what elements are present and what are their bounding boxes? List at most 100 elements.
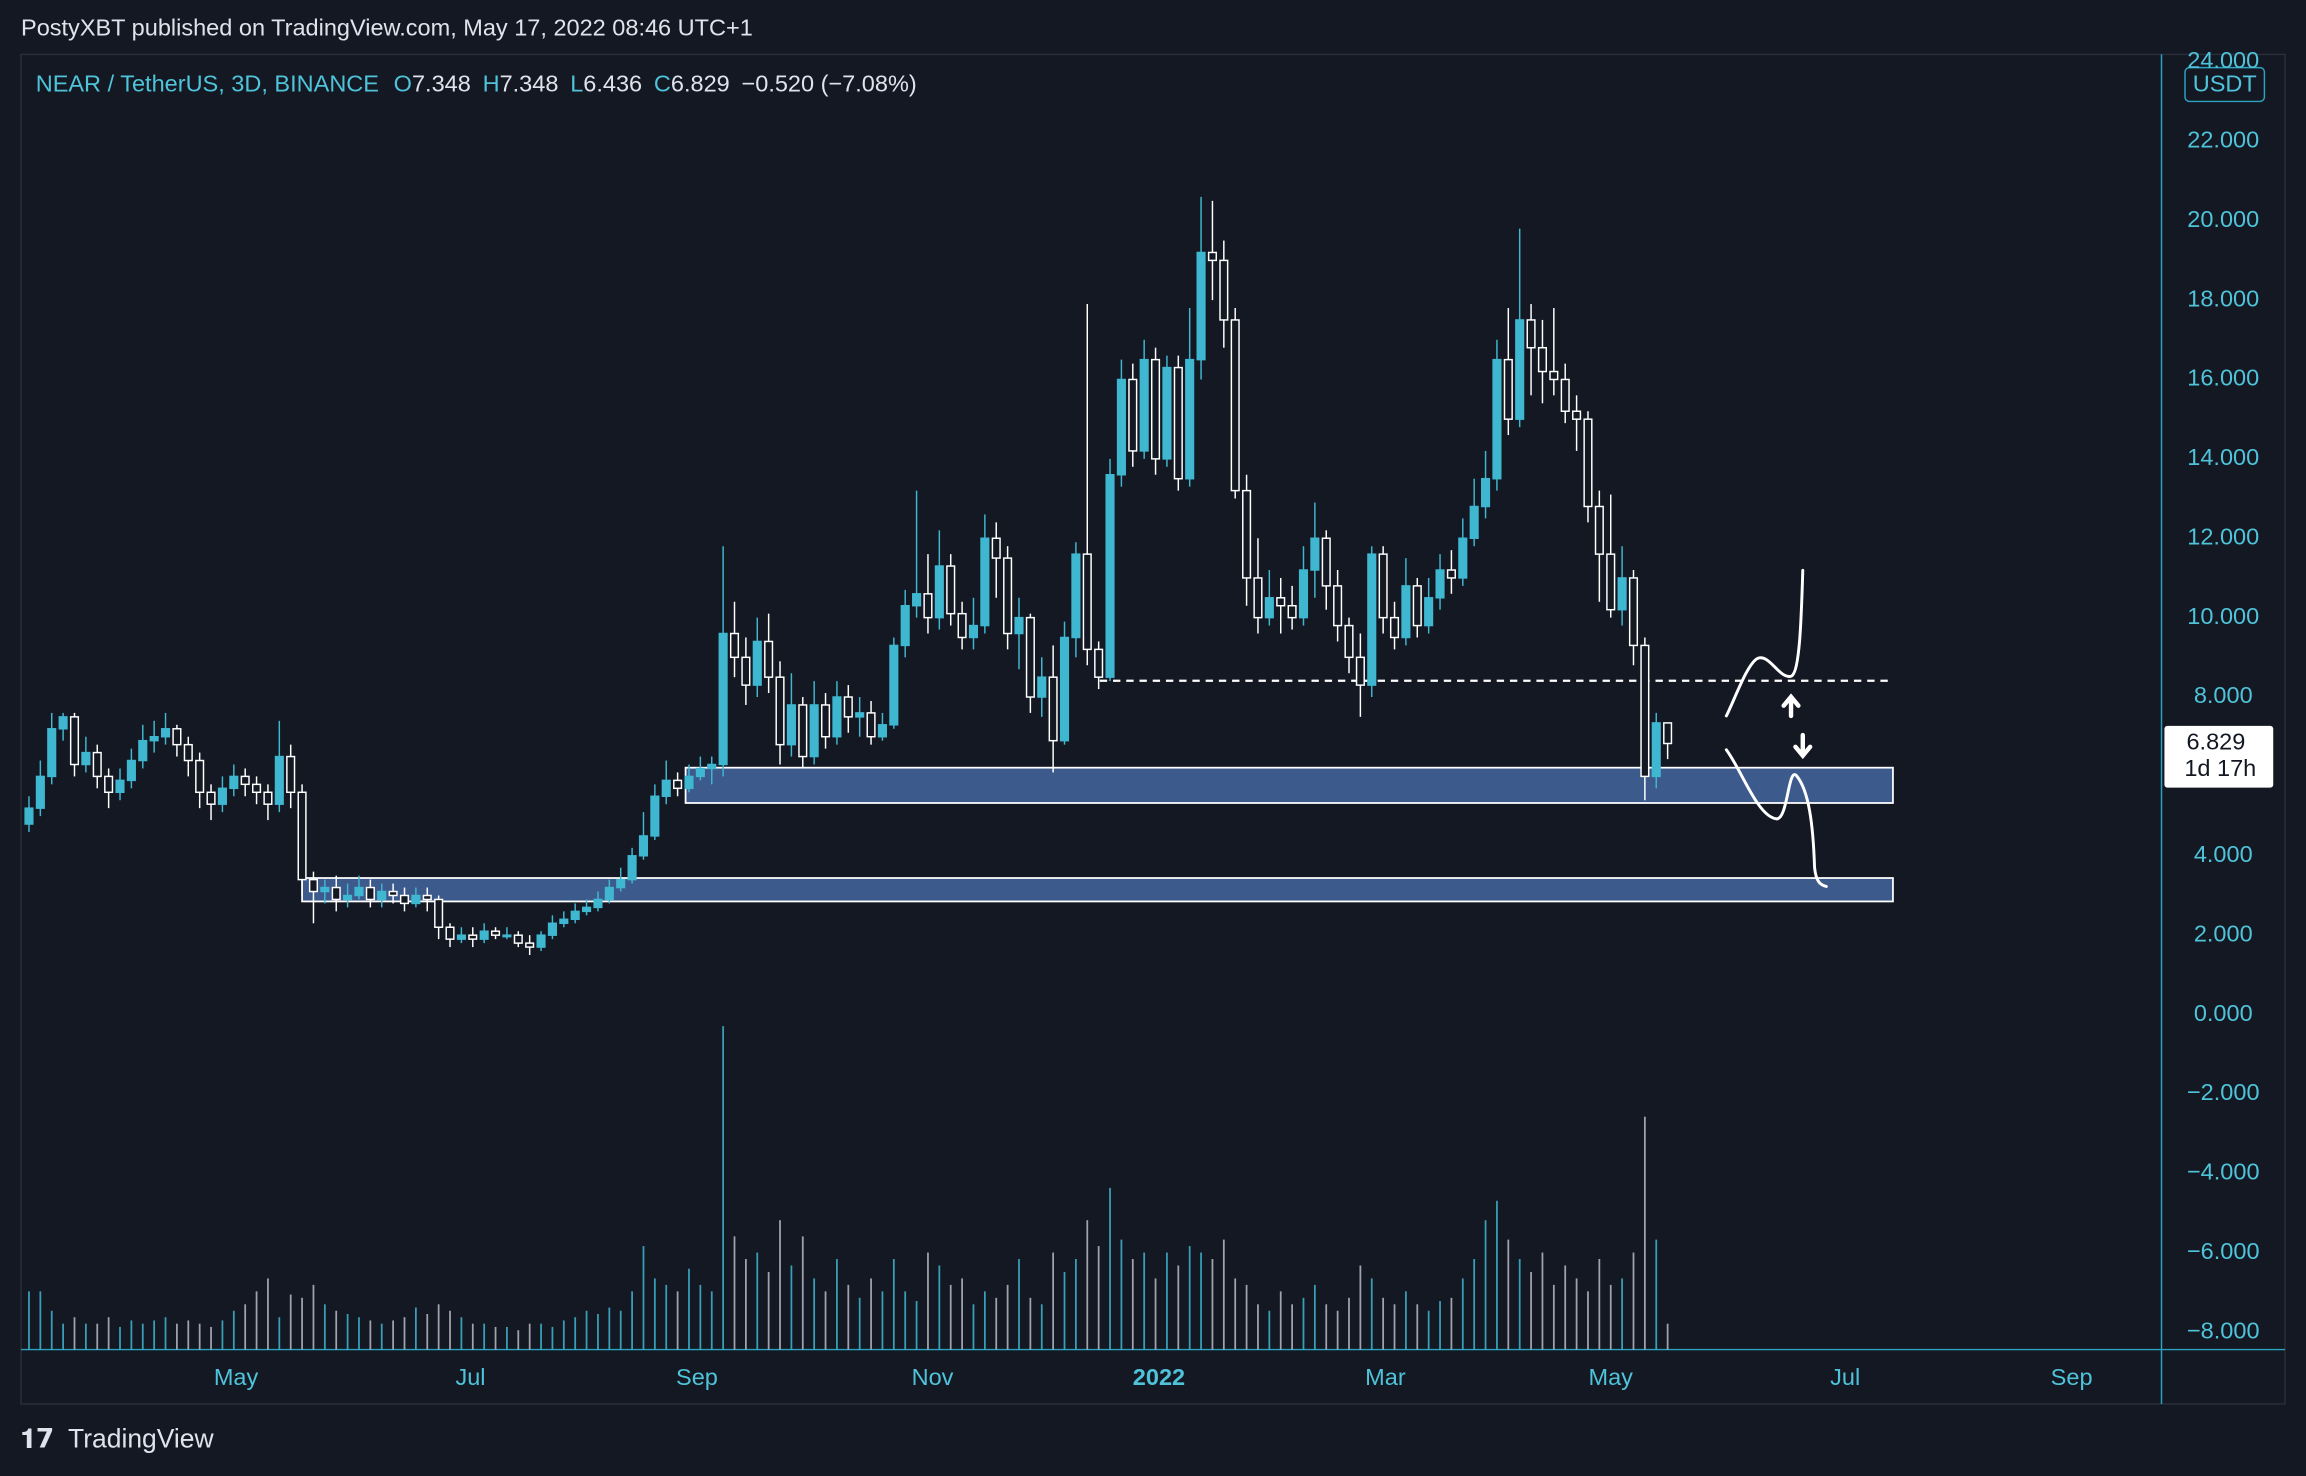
candle-body xyxy=(1344,624,1354,659)
candle-body xyxy=(1185,358,1195,480)
x-tick-label: 2022 xyxy=(1133,1364,1185,1390)
volume-bar xyxy=(380,1323,383,1350)
y-tick-label: −8.000 xyxy=(2187,1317,2260,1343)
volume-bar xyxy=(870,1278,872,1350)
candle-body xyxy=(81,751,91,766)
drawing-path xyxy=(1724,568,1805,718)
volume-bar xyxy=(1109,1187,1111,1350)
candle-body xyxy=(92,751,102,778)
x-tick-label: Sep xyxy=(676,1364,718,1390)
candle-body xyxy=(1651,722,1661,778)
volume-bar xyxy=(119,1326,121,1350)
volume-bar xyxy=(1359,1265,1362,1350)
ohlc-value: 6.436 xyxy=(583,70,642,96)
candle-body xyxy=(661,779,671,797)
candle-body xyxy=(570,910,580,921)
volume-bar xyxy=(847,1284,850,1350)
x-tick-label: May xyxy=(1589,1364,1634,1390)
volume-bar xyxy=(1177,1265,1180,1350)
volume-bar xyxy=(1473,1259,1476,1350)
candle-body xyxy=(1446,569,1456,579)
volume-bar xyxy=(278,1317,281,1350)
volume-bar xyxy=(426,1313,429,1350)
candle-body xyxy=(1230,319,1240,492)
volume-bar xyxy=(1621,1278,1623,1350)
candle-body xyxy=(513,934,523,944)
candle-body xyxy=(320,886,330,893)
candle-body xyxy=(809,704,819,758)
candle-body xyxy=(1128,378,1138,452)
volume-bar xyxy=(631,1291,633,1350)
volume-bar xyxy=(722,1026,725,1350)
candle-body xyxy=(1116,378,1126,476)
candle-body xyxy=(582,906,592,913)
logo: TradingView xyxy=(68,1424,214,1454)
candle-body xyxy=(411,894,421,905)
volume-bar xyxy=(392,1320,395,1350)
volume-bar xyxy=(267,1278,269,1350)
candle-body xyxy=(456,934,466,940)
volume-bar xyxy=(1120,1239,1123,1350)
volume-bar xyxy=(528,1323,531,1350)
y-tick-label: 0.000 xyxy=(2194,1000,2253,1026)
volume-bar xyxy=(790,1265,793,1350)
volume-bar xyxy=(437,1304,440,1350)
volume-bar xyxy=(1006,1284,1009,1350)
volume-bar xyxy=(1541,1252,1544,1350)
volume-bar xyxy=(1393,1304,1396,1350)
candle-body xyxy=(434,898,444,928)
volume-bar xyxy=(494,1326,497,1350)
y-tick-label: 24.000 xyxy=(2187,47,2259,73)
candle-body xyxy=(388,890,398,897)
volume-bar xyxy=(824,1291,827,1350)
x-tick-label: May xyxy=(214,1364,259,1390)
volume-bar xyxy=(460,1317,463,1350)
volume-bar xyxy=(858,1297,861,1350)
volume-bar xyxy=(301,1297,303,1350)
candle-body xyxy=(1105,474,1115,678)
volume-bar xyxy=(1632,1252,1635,1350)
candle-body xyxy=(1242,489,1252,579)
volume-bar xyxy=(904,1291,907,1350)
candle-body xyxy=(354,886,364,897)
price-tag-value: 6.829 xyxy=(2186,729,2245,755)
candle-body xyxy=(1526,319,1536,349)
volume-bar xyxy=(1325,1304,1328,1350)
volume-bar xyxy=(369,1320,372,1350)
candle-body xyxy=(502,934,512,938)
candle-body xyxy=(1071,553,1081,639)
candle-body xyxy=(195,759,205,794)
y-tick-label: 10.000 xyxy=(2187,603,2259,629)
logo-mark: 𝟏𝟳 xyxy=(21,1424,54,1454)
candle-body xyxy=(343,894,353,901)
candle-body xyxy=(115,779,125,794)
y-tick-label: 22.000 xyxy=(2187,127,2259,153)
candle-body xyxy=(240,775,250,786)
volume-bar xyxy=(1461,1278,1464,1350)
volume-bar xyxy=(1200,1252,1202,1350)
volume-bar xyxy=(756,1252,759,1350)
candle-body xyxy=(1515,319,1525,420)
candle-body xyxy=(377,890,387,901)
volume-bar xyxy=(779,1220,781,1350)
y-tick-label: 12.000 xyxy=(2187,523,2259,549)
y-tick-label: 2.000 xyxy=(2194,920,2253,946)
volume-bar xyxy=(1063,1271,1066,1350)
candle-body xyxy=(1424,597,1434,627)
volume-bar xyxy=(574,1317,577,1350)
candle-body xyxy=(1503,358,1513,420)
volume-bar xyxy=(949,1284,952,1350)
candle-body xyxy=(1196,251,1206,361)
candle-body xyxy=(252,783,262,794)
volume-bar xyxy=(1587,1291,1589,1350)
volume-bar xyxy=(255,1291,258,1350)
candle-body xyxy=(69,716,80,766)
ohlc-value: 6.829 xyxy=(671,70,730,96)
volume-bar xyxy=(983,1291,986,1350)
volume-bar xyxy=(1143,1252,1146,1350)
y-tick-label: 20.000 xyxy=(2187,206,2259,232)
volume-bar xyxy=(1188,1246,1191,1350)
candle-body xyxy=(1492,358,1502,480)
candle-body xyxy=(1287,604,1297,619)
